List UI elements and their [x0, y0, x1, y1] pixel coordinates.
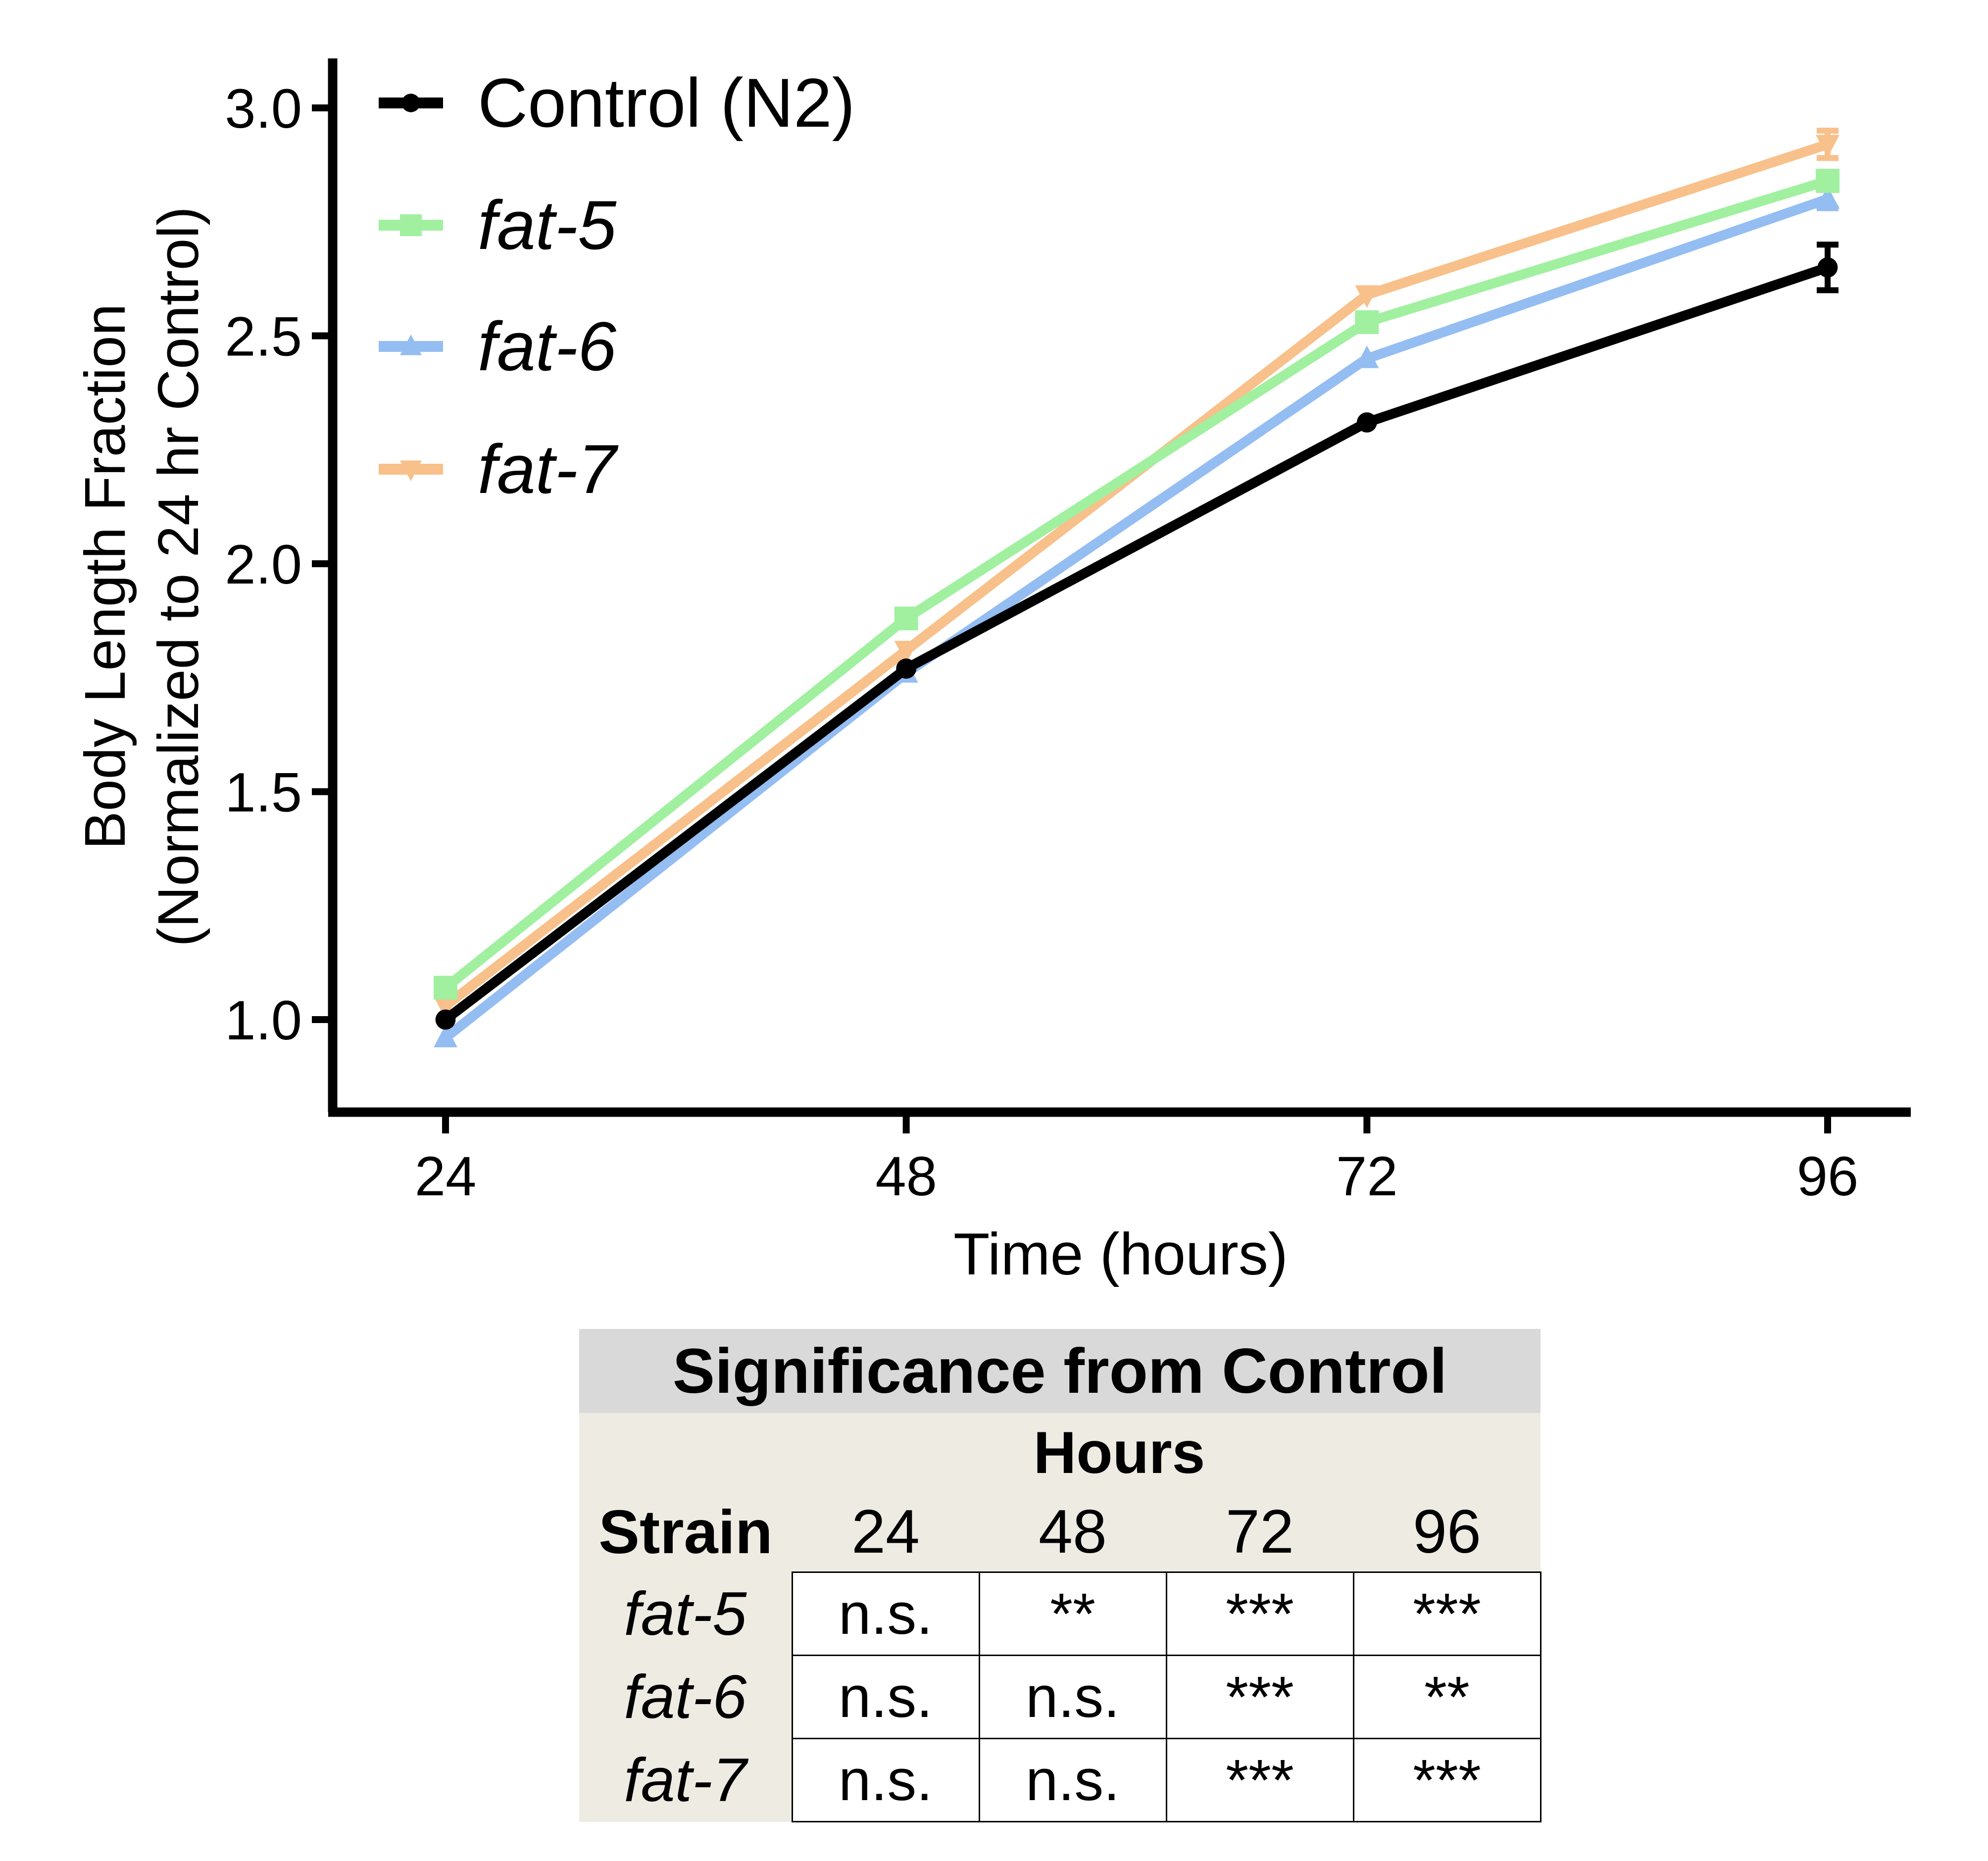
table-row: fat-5 n.s. ** *** ***: [579, 1571, 1541, 1656]
x-tick-label: 48: [875, 1145, 937, 1207]
legend-item: fat-5: [379, 186, 617, 264]
significance-cell: ***: [1165, 1655, 1354, 1739]
hour-header-72: 72: [1166, 1492, 1353, 1572]
strain-name: fat-6: [579, 1655, 792, 1739]
legend-label: fat-6: [478, 307, 616, 385]
data-point: [896, 658, 917, 679]
x-tick-label: 72: [1336, 1145, 1398, 1207]
hour-header-48: 48: [979, 1492, 1166, 1572]
x-tick-label: 24: [415, 1145, 477, 1207]
legend-item: Control (N2): [379, 64, 855, 142]
significance-table: Significance from Control Hours Strain 2…: [579, 1329, 1541, 1822]
y-tick-label: 1.5: [225, 762, 302, 824]
data-point: [434, 976, 457, 1000]
series-control-n2: [435, 242, 1839, 1030]
x-tick-label: 96: [1797, 1145, 1859, 1207]
legend-marker: [401, 94, 420, 112]
data-point: [1355, 345, 1379, 368]
x-axis-label: Time (hours): [953, 1221, 1288, 1287]
table-row: fat-6 n.s. n.s. *** **: [579, 1655, 1541, 1739]
significance-cell: n.s.: [791, 1655, 980, 1739]
legend-label: fat-7: [478, 430, 619, 508]
legend-marker: [400, 334, 422, 355]
y-axis-label-secondary: (Normalized to 24 hr Control): [146, 206, 210, 947]
significance-cell: n.s.: [791, 1738, 980, 1822]
series-line: [442, 194, 1830, 1042]
data-point: [1817, 257, 1838, 278]
significance-cell: n.s.: [978, 1655, 1167, 1739]
strain-name: fat-5: [579, 1572, 792, 1656]
data-point: [894, 606, 918, 631]
data-point: [1355, 310, 1379, 334]
hour-header-96: 96: [1353, 1492, 1541, 1572]
significance-cell: ***: [1165, 1571, 1354, 1656]
significance-cell: ***: [1165, 1738, 1354, 1822]
significance-cell: n.s.: [978, 1738, 1167, 1822]
strain-name: fat-7: [579, 1738, 792, 1822]
table-row: fat-7 n.s. n.s. *** ***: [579, 1738, 1541, 1822]
significance-cell: ***: [1352, 1738, 1541, 1822]
series-line: [442, 176, 1829, 992]
data-point: [434, 1025, 457, 1048]
significance-cell: **: [1352, 1655, 1541, 1739]
significance-cell: n.s.: [791, 1571, 980, 1656]
significance-cell: ***: [1352, 1571, 1541, 1656]
y-tick-label: 2.0: [225, 534, 302, 595]
legend: Control (N2) fat-5 fat-6 fat-7: [379, 64, 855, 508]
data-point: [435, 1009, 456, 1030]
legend-item: fat-6: [379, 307, 616, 385]
y-tick-label: 2.5: [225, 306, 302, 368]
y-tick-label: 3.0: [225, 78, 302, 140]
data-point: [1816, 169, 1839, 193]
legend-marker: [400, 214, 422, 236]
y-axis-label: Body Length Fraction: [73, 304, 137, 850]
hour-header-24: 24: [792, 1492, 979, 1572]
data-point: [894, 640, 918, 664]
legend-item: fat-7: [379, 430, 619, 508]
y-tick-label: 1.0: [225, 989, 302, 1051]
series-fat-6: [434, 186, 1839, 1048]
strain-header: Strain: [579, 1492, 792, 1572]
significance-cell: **: [978, 1571, 1167, 1656]
series-fat-5: [434, 168, 1839, 1000]
data-point: [1355, 285, 1379, 308]
legend-label: Control (N2): [478, 64, 855, 142]
data-point: [434, 996, 457, 1019]
table-title: Significance from Control: [579, 1329, 1541, 1413]
legend-marker: [400, 460, 422, 482]
data-point: [1356, 412, 1377, 433]
hours-header: Hours: [579, 1413, 1541, 1492]
data-point: [1816, 186, 1839, 209]
data-point: [1816, 135, 1839, 158]
series-line: [442, 262, 1830, 1024]
line-chart: 1.0 1.5 2.0 2.5 3.0 24 48 72 96 Time (hours) Bod…: [73, 58, 1911, 1287]
legend-label: fat-5: [478, 186, 617, 264]
